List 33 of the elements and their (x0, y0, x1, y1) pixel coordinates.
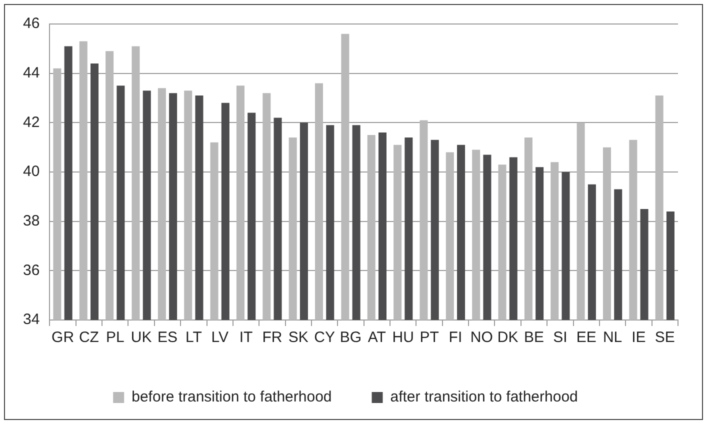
x-tick-label: SK (288, 329, 308, 346)
y-tick-label: 40 (22, 163, 40, 180)
legend-label: before transition to fatherhood (132, 388, 332, 406)
x-tick-label: LV (211, 329, 228, 346)
x-tick-label: CY (314, 329, 335, 346)
x-tick-label: NL (602, 329, 622, 346)
y-tick-label: 42 (22, 114, 40, 131)
y-tick-label: 38 (22, 212, 40, 230)
y-tick-label: 36 (22, 262, 40, 279)
x-tick-label: IT (239, 329, 253, 346)
x-tick-label: ES (157, 329, 178, 346)
x-tick-label: LT (185, 329, 202, 346)
x-tick-label: NO (470, 329, 493, 346)
x-tick-label: IE (632, 329, 646, 346)
x-tick-label: GR (52, 329, 74, 346)
x-tick-label: UK (130, 329, 152, 346)
legend-label: after transition to fatherhood (390, 388, 578, 406)
x-tick-label: PT (420, 329, 439, 346)
y-tick-label: 34 (22, 311, 40, 328)
y-tick-label: 46 (22, 15, 40, 32)
x-tick-label: CZ (78, 329, 99, 346)
x-tick-label: PL (106, 329, 124, 346)
x-tick-label: FR (262, 329, 282, 346)
x-tick-label: EE (576, 329, 596, 346)
x-tick-label: BE (524, 329, 544, 346)
x-tick-label: SE (654, 329, 675, 346)
x-tick-label: FI (448, 329, 462, 346)
x-tick-label: AT (368, 329, 386, 346)
y-tick-label: 44 (22, 64, 40, 82)
x-tick-label: SI (553, 329, 568, 346)
x-tick-label: DK (497, 329, 518, 346)
x-tick-label: HU (392, 329, 414, 346)
x-tick-label: BG (340, 329, 362, 346)
